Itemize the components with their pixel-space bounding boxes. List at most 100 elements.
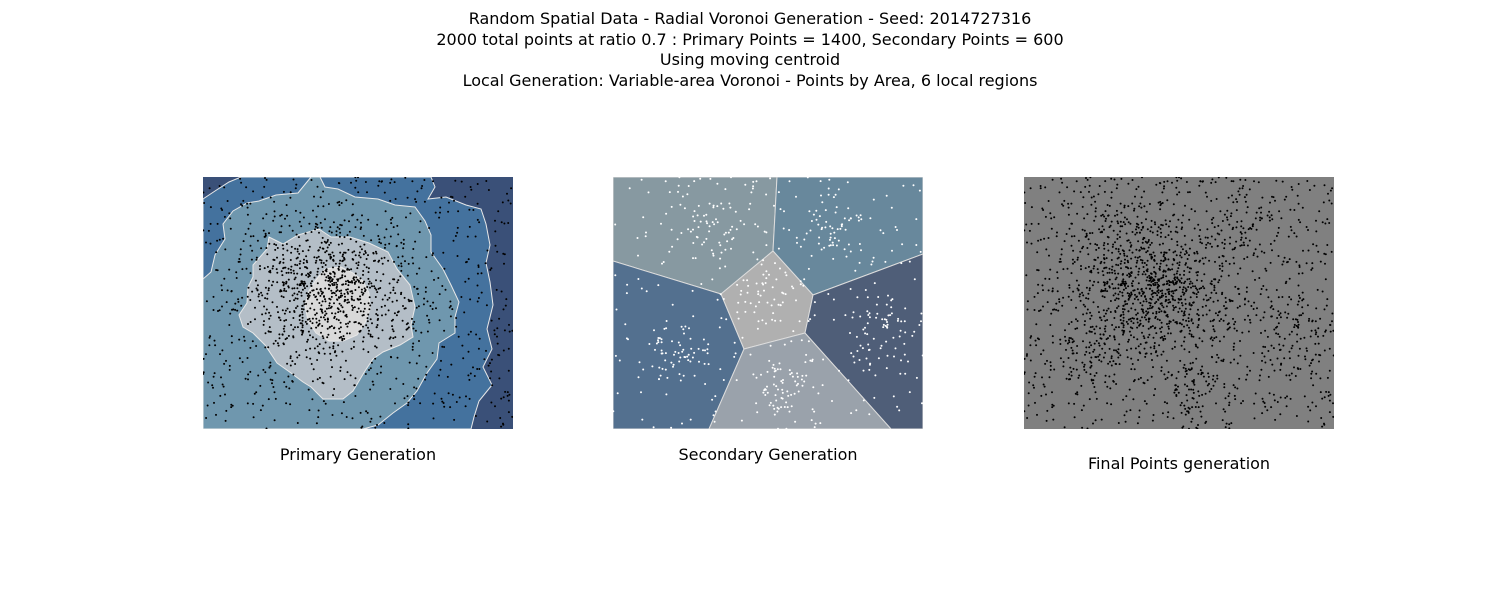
final-point	[1045, 393, 1047, 396]
final-point	[1156, 354, 1159, 357]
final-point	[1225, 177, 1228, 179]
final-point	[1071, 349, 1074, 352]
final-point	[1332, 402, 1334, 405]
secondary-point	[712, 414, 715, 417]
secondary-point	[727, 231, 730, 234]
final-point	[1147, 239, 1150, 241]
final-point	[1090, 314, 1093, 317]
final-point	[1184, 407, 1187, 410]
secondary-point	[780, 380, 783, 383]
primary-point	[330, 295, 333, 298]
primary-point	[431, 352, 434, 354]
final-point	[1171, 263, 1174, 266]
final-point	[1255, 228, 1258, 231]
primary-point	[499, 417, 502, 419]
final-point	[1095, 339, 1098, 342]
primary-point	[367, 267, 370, 270]
final-point	[1093, 328, 1096, 331]
final-point	[1216, 377, 1219, 380]
final-point	[1184, 302, 1187, 305]
final-point	[1253, 252, 1255, 255]
primary-point	[356, 311, 359, 313]
secondary-point	[890, 206, 893, 209]
final-point	[1210, 280, 1213, 283]
final-point	[1208, 390, 1211, 393]
final-point	[1188, 254, 1190, 257]
final-point	[1166, 280, 1168, 283]
final-point	[1042, 305, 1044, 308]
primary-point	[284, 338, 287, 341]
final-point	[1070, 272, 1073, 275]
final-point	[1074, 327, 1077, 330]
primary-point	[299, 267, 301, 270]
primary-point	[268, 311, 271, 314]
final-point	[1240, 232, 1243, 235]
final-point	[1095, 248, 1098, 251]
final-point	[1113, 317, 1116, 319]
secondary-point	[703, 241, 705, 244]
primary-point	[450, 195, 452, 198]
final-point	[1174, 384, 1177, 387]
primary-point	[447, 210, 450, 213]
secondary-point	[719, 368, 722, 371]
primary-point	[344, 283, 347, 285]
final-point	[1210, 218, 1213, 221]
secondary-point	[640, 391, 642, 394]
final-point	[1112, 287, 1115, 290]
secondary-point	[860, 249, 862, 252]
final-point	[1125, 320, 1128, 323]
final-point	[1327, 391, 1330, 394]
final-point	[1189, 329, 1191, 332]
final-point	[1126, 356, 1129, 359]
final-point	[1091, 284, 1094, 287]
final-point	[1049, 368, 1052, 371]
final-point	[1122, 288, 1125, 291]
primary-point	[300, 280, 303, 283]
final-point	[1059, 338, 1062, 341]
secondary-point	[683, 356, 686, 358]
final-point	[1120, 267, 1122, 270]
final-point	[1152, 414, 1155, 416]
final-point	[1037, 239, 1040, 242]
final-point	[1157, 298, 1160, 301]
final-point	[1182, 286, 1185, 289]
final-point	[1082, 404, 1085, 407]
secondary-point	[692, 215, 695, 218]
final-point	[1025, 274, 1028, 277]
primary-point	[400, 241, 403, 244]
final-point	[1298, 314, 1301, 317]
secondary-point	[762, 391, 765, 394]
secondary-point	[698, 360, 700, 363]
primary-point	[205, 353, 207, 356]
primary-point	[222, 385, 225, 388]
final-point	[1113, 328, 1116, 331]
primary-point	[454, 179, 457, 182]
primary-point	[403, 397, 406, 400]
secondary-point	[651, 365, 654, 368]
final-point	[1162, 350, 1165, 353]
primary-point	[249, 244, 252, 247]
primary-point	[390, 344, 393, 347]
primary-point	[343, 299, 346, 301]
final-point	[1157, 226, 1160, 229]
primary-point	[252, 235, 255, 238]
secondary-point	[677, 352, 680, 354]
final-point	[1097, 342, 1100, 345]
final-point	[1059, 258, 1062, 260]
final-point	[1185, 373, 1188, 375]
primary-point	[394, 198, 397, 200]
final-point	[1187, 410, 1190, 413]
primary-point	[412, 342, 415, 345]
final-point	[1324, 253, 1327, 256]
secondary-point	[818, 215, 821, 218]
final-point	[1164, 292, 1167, 295]
primary-point	[294, 276, 297, 279]
primary-point	[239, 253, 242, 256]
final-point	[1256, 307, 1258, 310]
secondary-point	[758, 301, 761, 304]
secondary-point	[855, 214, 858, 217]
final-point	[1085, 177, 1087, 179]
secondary-point	[841, 223, 844, 226]
primary-point	[358, 254, 361, 257]
primary-point	[306, 285, 309, 288]
